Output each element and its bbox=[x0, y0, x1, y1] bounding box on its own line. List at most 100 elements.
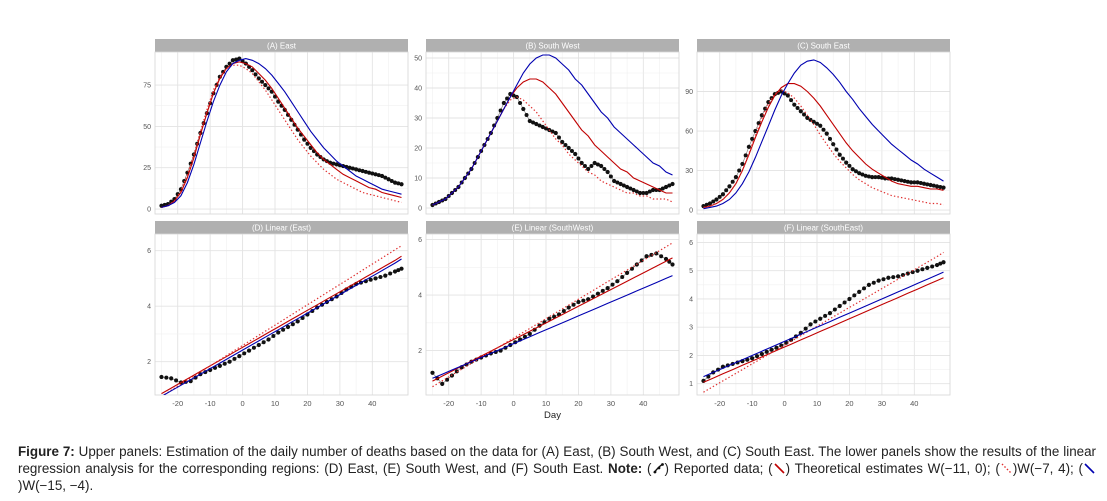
y-tick-label: 60 bbox=[685, 129, 693, 136]
panel-title: (E) Linear (SouthWest) bbox=[512, 224, 594, 233]
observed-point bbox=[537, 123, 542, 128]
observed-point bbox=[305, 141, 310, 146]
observed-point bbox=[714, 197, 719, 202]
x-tick-label: -10 bbox=[205, 399, 216, 408]
observed-point bbox=[902, 178, 907, 184]
observed-point bbox=[592, 160, 597, 166]
observed-point bbox=[556, 135, 561, 140]
observed-point bbox=[818, 123, 823, 128]
y-tick-label: 40 bbox=[414, 86, 422, 93]
series-group bbox=[159, 245, 404, 395]
x-tick-label: 10 bbox=[542, 399, 550, 408]
caption-text-1: Upper panels: Estimation of the daily nu… bbox=[18, 444, 1096, 476]
observed-point bbox=[889, 176, 894, 181]
observed-point bbox=[667, 183, 672, 188]
estimate-line-w-c bbox=[703, 59, 944, 210]
observed-point bbox=[930, 264, 935, 269]
blue-solid-legend-icon bbox=[1084, 463, 1095, 474]
x-tick-label: 0 bbox=[511, 399, 515, 408]
observed-point bbox=[260, 79, 265, 84]
observed-point bbox=[934, 184, 940, 189]
x-tick-label: 20 bbox=[574, 399, 582, 408]
observed-point bbox=[237, 354, 242, 359]
observed-point bbox=[912, 180, 917, 185]
observed-point bbox=[582, 164, 587, 168]
observed-point bbox=[834, 147, 839, 152]
observed-point bbox=[637, 190, 643, 196]
observed-point bbox=[266, 86, 271, 91]
observed-point bbox=[227, 359, 232, 364]
observed-point bbox=[717, 194, 722, 199]
observed-point bbox=[521, 106, 526, 112]
series-group bbox=[159, 56, 404, 208]
observed-point bbox=[896, 274, 901, 279]
observed-point bbox=[920, 267, 925, 272]
x-tick-label: -20 bbox=[443, 399, 454, 408]
observed-point bbox=[540, 124, 545, 130]
observed-point bbox=[595, 291, 601, 296]
observed-point bbox=[891, 275, 896, 280]
observed-point bbox=[169, 376, 174, 381]
x-tick-label: 40 bbox=[639, 399, 647, 408]
observed-point bbox=[276, 330, 281, 335]
observed-point bbox=[608, 174, 613, 179]
y-tick-label: 10 bbox=[414, 176, 422, 183]
plot-background bbox=[697, 234, 950, 395]
observed-point bbox=[357, 168, 362, 173]
observed-point bbox=[383, 273, 388, 278]
y-tick-label: 3 bbox=[689, 325, 693, 332]
caption-label: Figure 7: bbox=[18, 444, 75, 459]
observed-point bbox=[871, 280, 876, 285]
observed-point bbox=[363, 169, 368, 174]
observed-point bbox=[857, 171, 862, 176]
observed-point bbox=[863, 173, 868, 178]
observed-point bbox=[821, 127, 826, 132]
series-group bbox=[430, 54, 675, 208]
caption-text-2: ( bbox=[642, 461, 652, 476]
observed-point bbox=[576, 299, 581, 305]
observed-point bbox=[881, 277, 886, 282]
observed-point bbox=[334, 162, 339, 167]
observed-point bbox=[576, 156, 581, 161]
y-tick-label: 0 bbox=[689, 208, 693, 215]
grid-lines bbox=[426, 234, 679, 395]
observed-point bbox=[866, 174, 871, 179]
observed-point bbox=[566, 145, 571, 151]
observed-point bbox=[566, 305, 571, 310]
observed-point bbox=[847, 163, 852, 168]
x-tick-label: 40 bbox=[910, 399, 918, 408]
observed-point bbox=[811, 119, 816, 124]
estimate-line-w-a bbox=[432, 257, 673, 382]
observed-point bbox=[527, 331, 532, 337]
observed-point bbox=[386, 177, 391, 182]
observed-point bbox=[750, 136, 755, 141]
observed-point bbox=[290, 322, 295, 327]
observed-point bbox=[440, 381, 445, 386]
figure-caption: Figure 7: Upper panels: Estimation of th… bbox=[18, 443, 1096, 494]
observed-point bbox=[860, 172, 865, 177]
y-tick-label: 90 bbox=[685, 89, 693, 96]
series-group bbox=[701, 59, 946, 210]
estimate-line-w-b bbox=[703, 89, 944, 208]
x-tick-label: 30 bbox=[336, 399, 344, 408]
observed-point bbox=[823, 313, 828, 318]
observed-point bbox=[759, 351, 764, 357]
observed-point bbox=[769, 347, 774, 352]
panel-a: (A) East 0 25 50 75 bbox=[143, 39, 409, 215]
observed-point bbox=[266, 337, 271, 342]
observed-point bbox=[605, 286, 610, 291]
observed-point bbox=[396, 268, 401, 273]
grid-lines bbox=[697, 234, 950, 395]
observed-point bbox=[522, 334, 527, 339]
observed-point bbox=[281, 327, 286, 332]
estimate-line-w-a bbox=[703, 277, 944, 383]
observed-point bbox=[798, 109, 803, 114]
observed-point bbox=[388, 271, 393, 276]
observed-point bbox=[899, 178, 904, 183]
observed-point bbox=[711, 199, 716, 204]
observed-point bbox=[383, 175, 388, 180]
observed-point bbox=[230, 58, 235, 63]
observed-point bbox=[724, 188, 729, 193]
x-tick-label: -20 bbox=[172, 399, 183, 408]
observed-point bbox=[743, 153, 748, 158]
